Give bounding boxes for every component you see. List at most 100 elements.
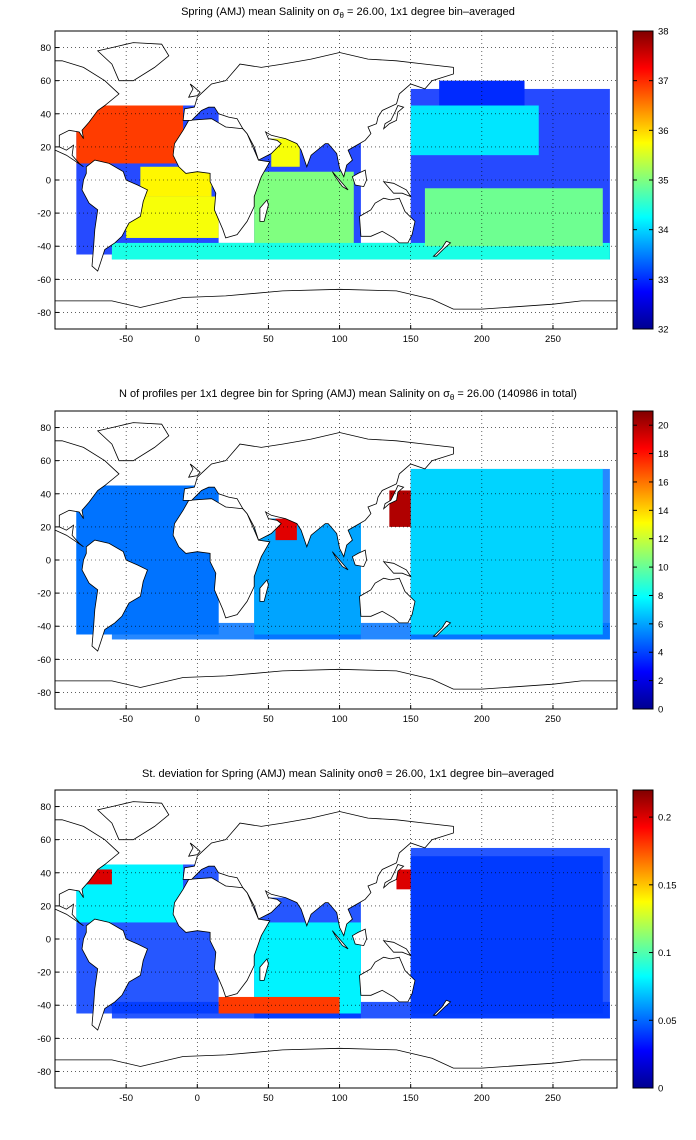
- coastline-12: [432, 620, 452, 637]
- coastline-5: [55, 1047, 617, 1088]
- colorbar-tick-label: 0.2: [658, 813, 671, 824]
- y-tick-label: -20: [37, 209, 51, 220]
- y-tick-label: 20: [40, 901, 51, 912]
- colorbar-tick-label: 0: [658, 705, 663, 716]
- y-tick-label: 40: [40, 109, 51, 120]
- data-region-pacific: [410, 468, 603, 635]
- x-tick-label: -50: [119, 1093, 133, 1104]
- coastline-6: [96, 422, 170, 462]
- x-tick-label: -50: [119, 334, 133, 345]
- x-tick-label: 250: [545, 714, 561, 725]
- colorbar-tick-label: 8: [658, 591, 663, 602]
- panel-title-std-deviation: St. deviation for Spring (AMJ) mean Sali…: [142, 768, 554, 780]
- x-tick-label: 50: [263, 334, 274, 345]
- coastline-11: [382, 940, 412, 957]
- colorbar-tick-label: 34: [658, 225, 669, 236]
- coastline-10: [351, 169, 368, 188]
- colorbar-tick-label: 4: [658, 648, 663, 659]
- y-tick-label: 80: [40, 423, 51, 434]
- y-tick-label: 60: [40, 835, 51, 846]
- coastline-3: [182, 52, 454, 178]
- x-tick-label: 100: [332, 714, 348, 725]
- data-region-southern-ocean-band: [111, 242, 610, 260]
- colorbar-tick-label: 35: [658, 176, 669, 187]
- panel-title-salinity: Spring (AMJ) mean Salinity on σθ = 26.00…: [181, 6, 515, 21]
- x-tick-label: -50: [119, 714, 133, 725]
- colorbar-tick-label: 0.1: [658, 948, 671, 959]
- y-tick-label: 20: [40, 142, 51, 153]
- y-tick-label: 40: [40, 489, 51, 500]
- x-tick-label: 200: [474, 1093, 490, 1104]
- y-tick-label: -20: [37, 589, 51, 600]
- coastline-10: [351, 549, 368, 568]
- x-tick-label: 250: [545, 334, 561, 345]
- colorbar-gradient: [632, 410, 654, 710]
- y-tick-label: 20: [40, 522, 51, 533]
- colorbar-tick-label: 36: [658, 126, 669, 137]
- colorbar-tick-label: 10: [658, 563, 669, 574]
- y-tick-label: -80: [37, 1067, 51, 1078]
- coastline-3: [182, 811, 454, 937]
- coastline-4: [359, 577, 416, 624]
- y-tick-label: -60: [37, 1034, 51, 1045]
- colorbar-tick-label: 2: [658, 676, 663, 687]
- x-tick-label: 0: [195, 1093, 200, 1104]
- coastline-1: [81, 159, 149, 272]
- colorbar-tick-label: 20: [658, 421, 669, 432]
- coastline-13: [188, 463, 201, 478]
- x-tick-label: 150: [403, 714, 419, 725]
- coastline-4: [359, 956, 416, 1003]
- y-tick-label: 0: [46, 176, 51, 187]
- coastline-1: [81, 918, 149, 1031]
- panel-title-profile-count: N of profiles per 1x1 degree bin for Spr…: [119, 388, 577, 403]
- x-tick-label: 250: [545, 1093, 561, 1104]
- y-tick-label: -60: [37, 275, 51, 286]
- y-tick-label: -60: [37, 655, 51, 666]
- y-tick-label: 80: [40, 802, 51, 813]
- colorbar-tick-label: 14: [658, 506, 669, 517]
- x-tick-label: 50: [263, 714, 274, 725]
- coastline-3: [182, 432, 454, 558]
- coastline-10: [351, 928, 368, 947]
- coastline-2: [172, 877, 271, 998]
- coastline-8: [382, 105, 405, 130]
- coastline-8: [382, 485, 405, 510]
- data-region-pacific: [410, 856, 603, 1014]
- colorbar-tick-label: 6: [658, 619, 663, 630]
- colorbar-tick-label: 16: [658, 477, 669, 488]
- plot-area: [55, 411, 617, 709]
- plot-area: [55, 790, 617, 1088]
- colorbar-2: 0 2 4 6 8 10 12 14 16 18 20: [632, 410, 669, 716]
- colorbar-gradient: [632, 789, 654, 1089]
- x-tick-label: 150: [403, 334, 419, 345]
- y-tick-label: 0: [46, 556, 51, 567]
- y-tick-label: 60: [40, 76, 51, 87]
- colorbar-tick-label: 38: [658, 27, 669, 38]
- x-tick-label: 0: [195, 334, 200, 345]
- x-tick-label: 100: [332, 1093, 348, 1104]
- y-tick-label: -20: [37, 968, 51, 979]
- coastline-5: [55, 288, 617, 329]
- colorbar-tick-label: 33: [658, 275, 669, 286]
- coastline-6: [96, 801, 170, 841]
- coastline-9: [332, 551, 349, 571]
- data-region-indian-ocean: [254, 171, 354, 247]
- x-tick-label: 0: [195, 714, 200, 725]
- y-tick-label: -40: [37, 622, 51, 633]
- coastline-12: [432, 240, 452, 257]
- x-tick-label: 50: [263, 1093, 274, 1104]
- colorbar-tick-label: 0.05: [658, 1016, 677, 1027]
- coastline-6: [96, 42, 170, 82]
- coastline-1: [81, 539, 149, 652]
- x-tick-label: 200: [474, 714, 490, 725]
- colorbar-tick-label: 12: [658, 534, 669, 545]
- y-tick-label: 80: [40, 43, 51, 54]
- y-tick-label: -80: [37, 688, 51, 699]
- colorbar-tick-label: 0.15: [658, 880, 677, 891]
- coastline-8: [382, 864, 405, 889]
- y-tick-label: 40: [40, 868, 51, 879]
- y-tick-label: -40: [37, 242, 51, 253]
- coastline-13: [188, 842, 201, 857]
